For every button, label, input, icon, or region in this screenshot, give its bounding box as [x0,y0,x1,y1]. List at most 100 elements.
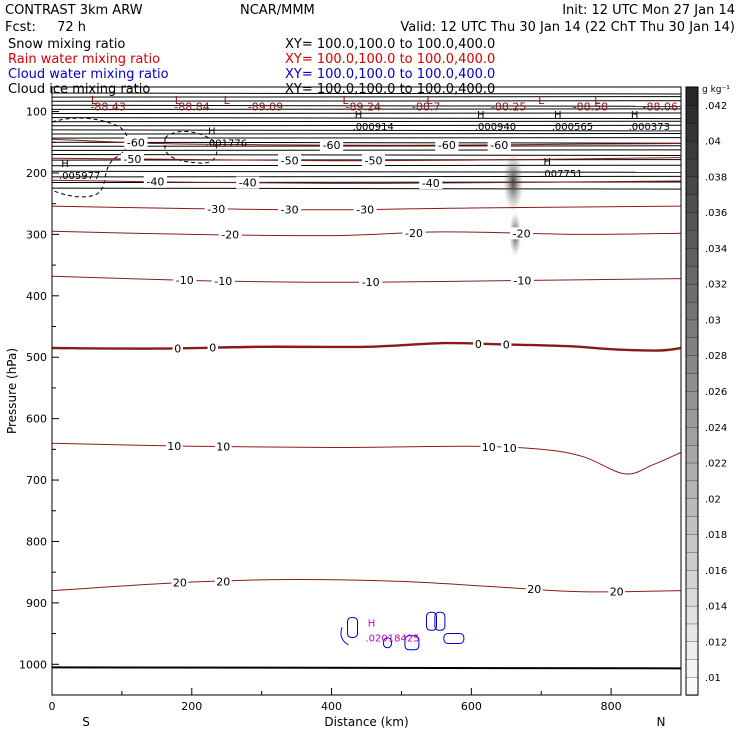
contour-label-bg [361,154,386,167]
snow-max-label: .000565 [552,122,593,133]
colorbar-cell [685,158,699,178]
theta-contour-line [52,141,681,144]
field-name-rain: Rain water mixing ratio [8,52,160,67]
colorbar-tick-label: .042 [705,101,727,112]
theta-contour-line [52,100,681,102]
contour-label-bg [173,274,197,287]
x-tick-label: 600 [461,700,482,713]
contour-label-bg [214,440,232,453]
field-name-snow: Snow mixing ratio [8,37,125,52]
temperature-contour-label: -30 [281,203,299,216]
theta-value-label: -88.84 [174,100,209,113]
colorbar-cell [685,551,699,571]
high-marker: H [208,127,216,138]
contour-label-bg [278,154,302,167]
colorbar-cell [685,605,699,625]
y-axis-label: Pressure (hPa) [5,348,19,434]
colorbar-tick-label: .036 [705,208,727,219]
colorbar-cell [685,176,699,195]
temperature-contours: -60 -60 -60 -60 -50 -50 -50 -40 -40 -40 -30 -30 -30 -… [52,136,681,598]
contour-label-bg [143,175,168,188]
colorbar-tick-label: .02 [705,494,721,505]
contour-label-bg [211,274,235,287]
theta-value-label: -88.7 [412,100,440,113]
contour-label-bg [480,441,498,454]
low-marker: L [342,94,349,107]
contour-label-bg [510,274,534,287]
plot-frame [51,86,682,696]
field-name-cloud-water: Cloud water mixing ratio [8,67,169,82]
contour-label-bg [172,342,183,355]
colorbar-cell [685,301,699,321]
snow-max-label: .005977 [59,171,100,182]
temperature-contour-label: -20 [513,227,531,240]
temperature-contour-label: 0 [209,342,216,355]
colorbar-tick-label: .01 [705,673,721,684]
temperature-contour-label: -60 [127,137,145,150]
colorbar-cell [685,140,699,160]
theta-contour-line [52,112,681,114]
contour-label-bg [525,583,543,596]
x-tick-label: 200 [181,700,202,713]
low-marker: L [175,94,182,107]
colorbar-cell [685,372,699,392]
colorbar-cell [685,498,699,517]
contour-label-bg [214,575,232,588]
temperature-contour-label: -10 [176,274,194,287]
high-marker: H [355,110,363,121]
colorbar-tick-label: .016 [705,566,727,577]
colorbar-cell [685,587,699,607]
contour-label-bg [204,202,228,215]
colorbar-cell [685,659,699,678]
y-tick-label: 100 [26,106,47,119]
theta-value-label: -88.58 [573,100,608,113]
colorbar-cell [685,337,699,356]
colorbar-cell [685,247,699,267]
colorbar-tick-label: .026 [705,387,727,398]
colorbar-cell [685,355,699,374]
theta-value-label: -89.24 [346,100,381,113]
high-marker: H [477,110,485,121]
temperature-contour-label: -60 [323,139,341,152]
temperature-contour-label: 10 [216,441,230,454]
contour-label-bg [473,337,484,350]
header-fcst-label: Fcst: [5,20,36,35]
snow-max-label: .007751 [541,169,582,180]
temperature-contour-label: -30 [356,203,374,216]
header-init: Init: 12 UTC Mon 27 Jan 14 [562,3,735,18]
high-marker: H [61,159,69,170]
temperature-contour-label: 20 [610,585,624,598]
cloud-ice-dashed-contour-2 [164,131,218,164]
y-tick-label: 800 [26,535,47,548]
endpoint-label-right: N [657,715,666,729]
y-tick-label: 600 [26,413,47,426]
temperature-contour-label: -10 [214,275,232,288]
high-marker: H [543,157,551,168]
colorbar-cell [685,229,699,249]
temperature-contour-label: -40 [146,176,164,189]
temperature-contour-label: 0 [475,338,482,351]
colorbar-cell [685,533,699,553]
x-axis-label: Distance (km) [324,715,408,729]
contour-label-bg [419,176,443,189]
theta-contour-line [52,133,681,135]
temperature-contour-label: 20 [173,577,187,590]
theta-contour-line [52,129,681,132]
colorbar-tick-label: .03 [705,315,721,326]
colorbar-tick-label: .034 [705,244,727,255]
colorbar-tick-label: .014 [705,602,727,613]
colorbar-cell [685,426,699,446]
snow-max-label: .000373 [629,122,670,133]
theta-contour-line [52,149,681,151]
cloud-water-arc [340,627,349,646]
colorbar-units: g kg⁻¹ [702,85,730,95]
low-marker: L [426,94,433,107]
cloud-water-high-marker: H [368,618,376,629]
cloud-water-cell [443,632,465,644]
colorbar-cell [685,104,699,124]
contour-label-bg [171,576,189,589]
contour-label-bg [120,152,144,165]
contour-label-bg [278,203,302,216]
temperature-contour-label: 0 [503,339,510,352]
